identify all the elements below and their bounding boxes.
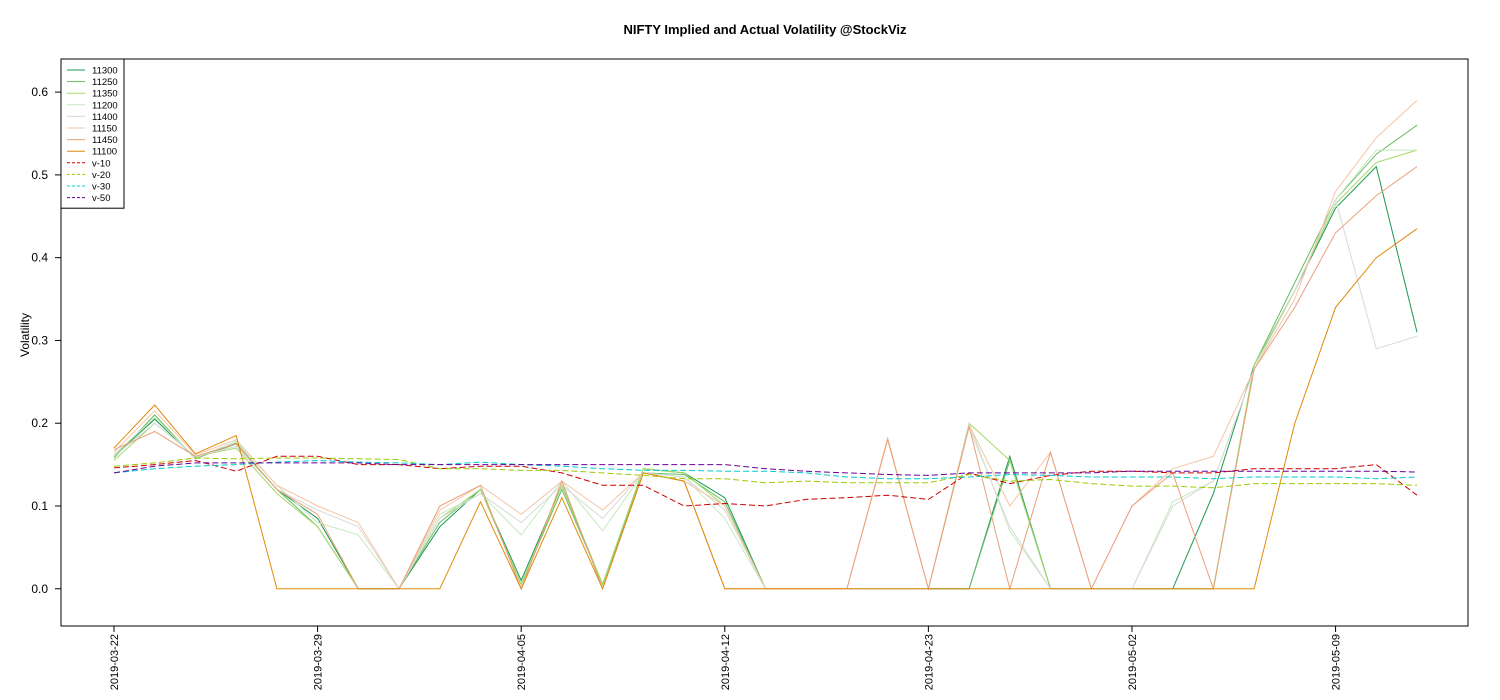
y-tick-label: 0.3 (31, 333, 48, 347)
x-tick-label: 2019-04-05 (516, 634, 528, 690)
series-lines (113, 100, 1418, 591)
x-tick-label: 2019-04-23 (923, 634, 935, 690)
series-line-v-50 (113, 462, 1418, 476)
series-line-11450 (113, 166, 1418, 591)
series-line-11350 (113, 149, 1418, 590)
series-line-11200 (113, 149, 1417, 590)
y-tick-label: 0.2 (31, 416, 48, 430)
x-tick-label: 2019-03-29 (313, 634, 325, 690)
legend-label: 11350 (92, 89, 118, 100)
x-tick-label: 2019-03-22 (109, 634, 121, 690)
y-tick-label: 0.5 (31, 168, 48, 182)
x-tick-label: 2019-05-09 (1331, 634, 1343, 690)
legend-label: 11200 (92, 100, 118, 111)
series-line-11100 (113, 228, 1418, 591)
legend-label: v-20 (92, 170, 110, 181)
x-tick-label: 2019-04-12 (720, 634, 732, 690)
series-line-11300 (113, 165, 1418, 590)
series-line-11250 (113, 124, 1418, 590)
plot-frame (60, 58, 1469, 627)
series-line-v-30 (113, 459, 1418, 480)
legend-label: 11150 (92, 124, 117, 135)
x-axis: 2019-03-22 2019-03-29 2019-04-05 2019-04-12… (109, 626, 1343, 690)
legend-label: v-50 (92, 193, 110, 204)
x-tick-label: 2019-05-02 (1127, 634, 1139, 690)
y-tick-label: 0.1 (31, 499, 48, 513)
y-tick-label: 0.6 (31, 85, 48, 99)
legend-label: 11250 (92, 77, 118, 88)
legend-label: 11400 (92, 112, 118, 123)
y-tick-label: 0.4 (31, 251, 48, 265)
series-line-v-10 (113, 455, 1418, 507)
legend-label: 11300 (92, 66, 118, 77)
legend-label: v-10 (92, 158, 110, 169)
y-tick-label: 0.0 (31, 582, 48, 596)
series-line-11400 (113, 198, 1418, 590)
legend-label: v-30 (92, 182, 110, 193)
legend-label: 11100 (92, 147, 117, 158)
chart-title: NIFTY Implied and Actual Volatility @Sto… (623, 22, 907, 37)
legend: 1130011250113501120011400111501145011100… (60, 58, 125, 209)
legend-label: 11450 (92, 135, 118, 146)
series-line-v-20 (113, 457, 1418, 489)
legend-box (60, 58, 125, 209)
y-axis: 0.0 0.1 0.2 0.3 0.4 0.5 0.6 (31, 85, 61, 596)
